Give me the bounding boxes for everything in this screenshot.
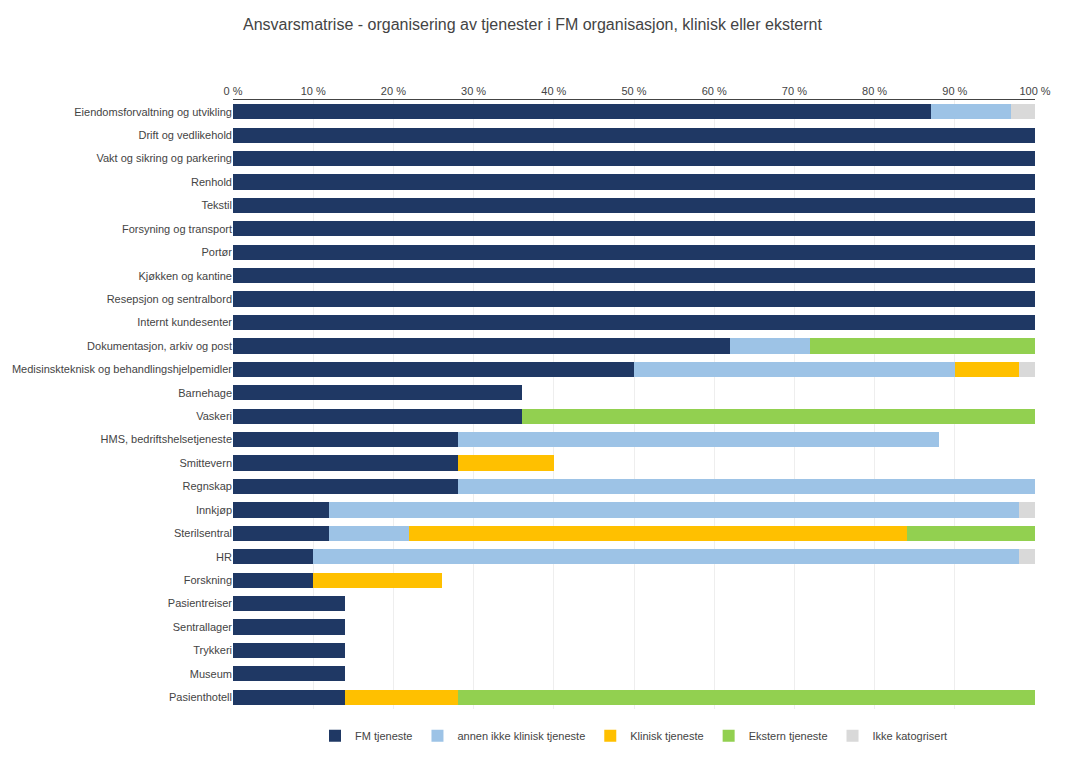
svg-text:Tekstil: Tekstil — [201, 199, 232, 211]
svg-text:Kjøkken og kantine: Kjøkken og kantine — [138, 270, 232, 282]
svg-text:annen ikke klinisk tjeneste: annen ikke klinisk tjeneste — [457, 730, 585, 742]
svg-text:Medisinskteknisk og behandling: Medisinskteknisk og behandlingshjelpemid… — [12, 363, 232, 375]
svg-text:Ansvarsmatrise - organisering: Ansvarsmatrise - organisering av tjenest… — [243, 16, 822, 33]
svg-text:50 %: 50 % — [621, 85, 646, 97]
svg-text:Innkjøp: Innkjøp — [196, 504, 232, 516]
svg-text:FM tjeneste: FM tjeneste — [355, 730, 412, 742]
svg-text:0 %: 0 % — [224, 85, 243, 97]
svg-text:10 %: 10 % — [301, 85, 326, 97]
svg-text:HMS, bedriftshelsetjeneste: HMS, bedriftshelsetjeneste — [101, 433, 232, 445]
svg-text:40 %: 40 % — [541, 85, 566, 97]
svg-text:60 %: 60 % — [702, 85, 727, 97]
svg-text:80 %: 80 % — [862, 85, 887, 97]
svg-text:HR: HR — [216, 551, 232, 563]
svg-text:20 %: 20 % — [381, 85, 406, 97]
svg-text:Forskning: Forskning — [184, 574, 232, 586]
svg-text:30 %: 30 % — [461, 85, 486, 97]
svg-text:Museum: Museum — [190, 668, 232, 680]
svg-text:Trykkeri: Trykkeri — [193, 644, 232, 656]
svg-text:Portør: Portør — [201, 246, 232, 258]
svg-text:Pasienthotell: Pasienthotell — [169, 691, 232, 703]
svg-text:Renhold: Renhold — [191, 176, 232, 188]
svg-text:Forsyning og transport: Forsyning og transport — [122, 223, 232, 235]
svg-text:Sentrallager: Sentrallager — [173, 621, 233, 633]
svg-text:100 %: 100 % — [1019, 85, 1050, 97]
svg-text:Vakt og sikring og parkering: Vakt og sikring og parkering — [96, 152, 232, 164]
svg-text:Pasientreiser: Pasientreiser — [168, 597, 233, 609]
svg-text:Ekstern tjeneste: Ekstern tjeneste — [749, 730, 828, 742]
svg-text:Internt kundesenter: Internt kundesenter — [137, 316, 232, 328]
svg-text:Resepsjon og sentralbord: Resepsjon og sentralbord — [107, 293, 232, 305]
svg-text:Barnehage: Barnehage — [178, 387, 232, 399]
svg-text:Dokumentasjon, arkiv og post: Dokumentasjon, arkiv og post — [87, 340, 232, 352]
svg-text:Ikke katogrisert: Ikke katogrisert — [873, 730, 948, 742]
svg-text:Sterilsentral: Sterilsentral — [174, 527, 232, 539]
svg-text:90 %: 90 % — [942, 85, 967, 97]
svg-text:Eiendomsforvaltning og utvikli: Eiendomsforvaltning og utvikling — [74, 106, 232, 118]
svg-text:Smittevern: Smittevern — [179, 457, 232, 469]
svg-text:70 %: 70 % — [782, 85, 807, 97]
svg-text:Klinisk tjeneste: Klinisk tjeneste — [630, 730, 703, 742]
svg-text:Drift og vedlikehold: Drift og vedlikehold — [138, 129, 232, 141]
svg-text:Regnskap: Regnskap — [182, 480, 232, 492]
svg-text:Vaskeri: Vaskeri — [196, 410, 232, 422]
